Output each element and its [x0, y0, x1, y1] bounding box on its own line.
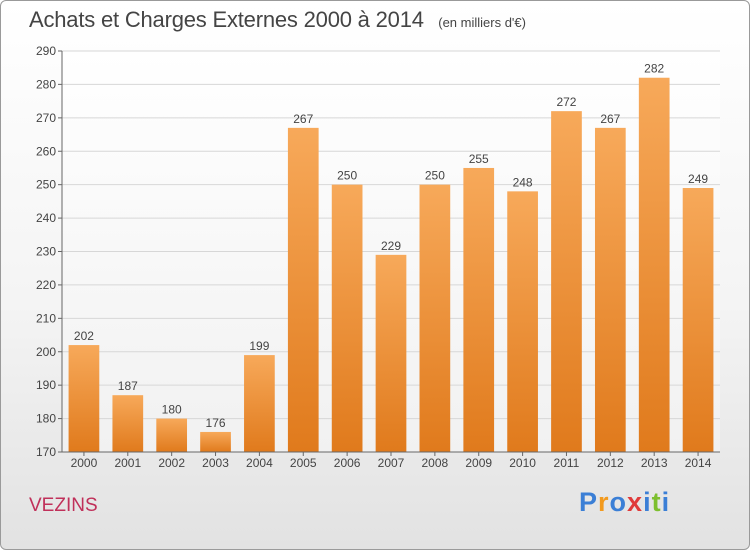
- x-tick-label: 2014: [685, 456, 712, 470]
- y-tick-label: 250: [36, 178, 56, 192]
- logo-letter: P: [579, 487, 599, 517]
- y-tick-label: 260: [36, 144, 56, 158]
- data-labels: 202 187 180 176 199 267 250 229 250 255 248 272 267 2…: [74, 62, 708, 430]
- logo-letter: r: [598, 487, 610, 517]
- y-tick-label: 190: [36, 378, 56, 392]
- data-label: 180: [162, 403, 182, 417]
- data-label: 248: [513, 175, 533, 189]
- data-label: 255: [469, 152, 489, 166]
- bar: [594, 127, 626, 452]
- x-tick-label: 2004: [246, 456, 273, 470]
- bar: [200, 431, 231, 452]
- y-tick-label: 280: [36, 77, 56, 91]
- logo-letter: o: [609, 487, 628, 517]
- x-tick-label: 2013: [641, 456, 668, 470]
- x-tick-label: 2011: [554, 456, 580, 470]
- bar: [331, 184, 363, 452]
- chart-title: Achats et Charges Externes 2000 à 2014: [29, 7, 424, 32]
- x-tick-label: 2009: [465, 456, 492, 470]
- data-label: 282: [644, 62, 664, 76]
- proxiti-logo: Proxiti: [579, 487, 670, 518]
- y-tick-label: 180: [36, 412, 56, 426]
- data-label: 199: [249, 339, 269, 353]
- bar: [463, 167, 495, 453]
- axes: 170 180 190 200 210 220 230 240 250 260 270 280 290 2…: [36, 44, 720, 470]
- bar: [419, 184, 451, 452]
- bars: [68, 77, 714, 453]
- commune-name: VEZINS: [29, 495, 98, 516]
- data-label: 249: [688, 172, 708, 186]
- x-tick-label: 2005: [290, 456, 317, 470]
- bar: [638, 77, 670, 452]
- y-tick-label: 200: [36, 345, 56, 359]
- chart-unit: (en milliers d'€): [438, 15, 526, 30]
- data-label: 176: [206, 416, 226, 430]
- bar: [551, 111, 582, 453]
- x-tick-label: 2008: [422, 456, 449, 470]
- bar: [287, 127, 319, 452]
- x-tick-label: 2001: [114, 456, 141, 470]
- y-tick-label: 220: [36, 278, 56, 292]
- data-label: 250: [425, 169, 445, 183]
- logo-letter: i: [643, 487, 652, 517]
- x-tick-label: 2010: [509, 456, 536, 470]
- data-label: 267: [293, 112, 313, 126]
- bar: [68, 345, 100, 452]
- y-tick-label: 210: [36, 311, 56, 325]
- data-label: 272: [556, 95, 576, 109]
- y-tick-label: 290: [36, 44, 56, 58]
- data-label: 250: [337, 169, 357, 183]
- y-tick-label: 240: [36, 211, 56, 225]
- y-tick-label: 170: [36, 445, 56, 459]
- data-label: 267: [600, 112, 620, 126]
- bar: [507, 191, 538, 452]
- bar: [375, 254, 407, 452]
- x-tick-label: 2007: [378, 456, 405, 470]
- data-label: 187: [118, 379, 138, 393]
- data-label: 229: [381, 239, 401, 253]
- x-tick-label: 2002: [158, 456, 185, 470]
- x-tick-label: 2006: [334, 456, 361, 470]
- bar: [156, 418, 188, 452]
- x-tick-label: 2000: [71, 456, 98, 470]
- x-tick-label: 2003: [202, 456, 229, 470]
- logo-letter: t: [651, 487, 662, 517]
- y-tick-label: 270: [36, 111, 56, 125]
- logo-letter: x: [627, 487, 644, 517]
- bar: [244, 355, 275, 452]
- bar: [682, 188, 714, 452]
- chart-title-block: Achats et Charges Externes 2000 à 2014 (…: [29, 7, 526, 33]
- y-tick-label: 230: [36, 245, 56, 259]
- data-label: 202: [74, 329, 94, 343]
- logo-letter: i: [661, 487, 671, 517]
- bar: [112, 395, 144, 452]
- x-tick-label: 2012: [597, 456, 624, 470]
